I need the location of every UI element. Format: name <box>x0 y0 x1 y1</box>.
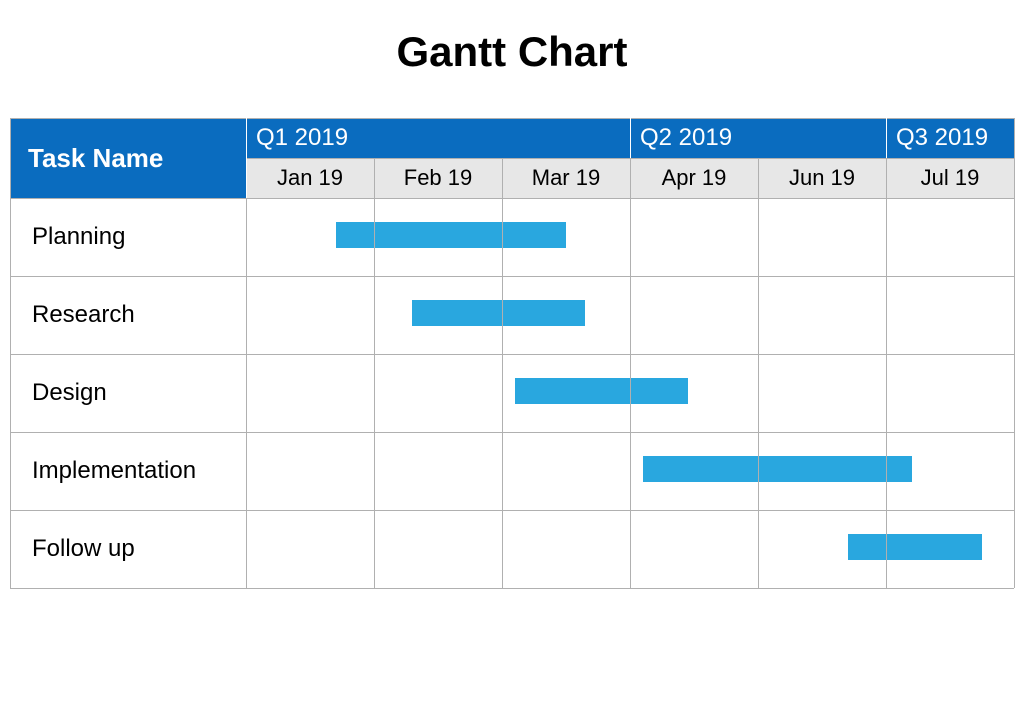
task-label: Follow up <box>10 510 246 588</box>
gridline <box>10 588 1014 589</box>
task-name-header: Task Name <box>10 118 246 198</box>
quarter-header: Q2 2019 <box>630 118 886 158</box>
gantt-bar <box>336 222 566 248</box>
gridline <box>246 118 247 198</box>
gridline <box>758 158 759 588</box>
gridline <box>630 158 631 588</box>
gantt-bar <box>412 300 585 326</box>
month-header: Jan 19 <box>246 158 374 198</box>
month-header: Feb 19 <box>374 158 502 198</box>
chart-title: Gantt Chart <box>0 28 1024 76</box>
gantt-grid: Task NameQ1 2019Q2 2019Q3 2019 Jan 19Feb … <box>10 118 1014 588</box>
gridline <box>1014 118 1015 588</box>
gridline <box>10 432 1014 433</box>
task-label: Planning <box>10 198 246 276</box>
gridline <box>246 198 247 588</box>
gridline <box>10 118 1014 119</box>
gridline <box>10 198 1014 199</box>
gridline <box>886 118 887 158</box>
gridline <box>886 158 887 588</box>
quarter-header: Q1 2019 <box>246 118 630 158</box>
gridline <box>502 158 503 588</box>
quarter-header: Q3 2019 <box>886 118 1014 158</box>
month-header: Jun 19 <box>758 158 886 198</box>
month-header: Mar 19 <box>502 158 630 198</box>
gridline <box>10 276 1014 277</box>
gridline <box>10 118 11 588</box>
month-header: Apr 19 <box>630 158 758 198</box>
task-label: Implementation <box>10 432 246 510</box>
task-label: Research <box>10 276 246 354</box>
gridline <box>630 118 631 158</box>
gridline <box>10 510 1014 511</box>
gantt-bar <box>643 456 912 482</box>
month-header: Jul 19 <box>886 158 1014 198</box>
task-label: Design <box>10 354 246 432</box>
gantt-bar <box>515 378 688 404</box>
gridline <box>10 354 1014 355</box>
gridline <box>374 158 375 588</box>
gantt-bar <box>848 534 982 560</box>
